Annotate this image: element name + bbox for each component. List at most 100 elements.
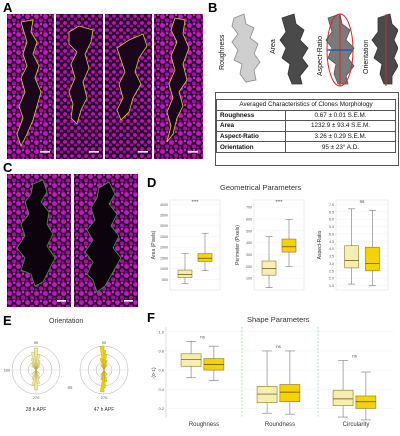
y-tick-label: 300 [246, 253, 252, 257]
x-category-label: Roundness [265, 422, 295, 428]
y-tick-label: 400 [246, 241, 252, 245]
tick-label-90: 90 [102, 340, 107, 345]
box [344, 245, 359, 269]
significance-label: ns [200, 334, 206, 339]
shape-label-aspect-ratio: Aspect-Ratio [317, 36, 324, 76]
rose-petal [103, 359, 108, 371]
row-name: Area [216, 120, 286, 132]
box [365, 246, 380, 272]
significance-label: ns [68, 385, 74, 390]
y-tick-label: 2500 [160, 235, 168, 239]
image-a4 [154, 14, 203, 159]
panel-d-chart: 4000 3500 3000 2500 2000 1500 1000 500 Area (Pix… [151, 199, 389, 291]
significance-label: **** [191, 199, 198, 204]
rose-petal [103, 364, 108, 371]
polar-plot-label: 28 h APF [26, 407, 47, 413]
panel-a-images [7, 14, 203, 159]
table-row: Orientation 95 ± 23° A.D. [216, 141, 396, 153]
rose-petal [35, 369, 41, 379]
y-tick-label: 5.0 [329, 232, 334, 236]
y-tick-label: 4.5 [329, 240, 334, 244]
rose-petal [31, 369, 37, 380]
morphology-table: Averaged Characteristics of Clones Morph… [216, 99, 396, 153]
y-tick-label: 2000 [160, 246, 168, 250]
y-tick-label: 500 [246, 229, 252, 233]
rose-petal [35, 369, 41, 375]
y-tick-label: 0.6 [158, 368, 164, 373]
box [261, 260, 277, 276]
rose-petal [33, 347, 39, 371]
rose-petal [35, 365, 41, 371]
x-category-label: Circularity [343, 422, 370, 428]
rose-petal [100, 364, 105, 371]
panel-b-shapes: Roughness Area Aspect-Ratio Orientation [219, 13, 398, 87]
x-category-label: Roughness [189, 422, 219, 428]
y-tick-label: 2.5 [329, 269, 334, 273]
y-axis-label: Perimeter (Pixels) [235, 225, 241, 265]
table-row: Aspect-Ratio 3.26 ± 0.29 S.E.M. [216, 130, 396, 143]
y-tick-label: 0.4 [158, 387, 164, 392]
area-shape-icon [279, 13, 309, 85]
panel-f-chart: 1.0 0.8 0.6 0.4 0.2 (0-1) ns Roughness ns Roundne… [151, 327, 394, 428]
rose-petal [103, 369, 108, 376]
y-tick-label: 3.0 [329, 262, 334, 266]
roughness-shape-icon [231, 13, 261, 83]
panel-label-a: A [3, 0, 13, 15]
image-a2 [56, 14, 103, 159]
panel-label-d: D [147, 175, 157, 190]
plot-frame [335, 199, 389, 291]
panel-d-title: Geometrical Parameters [220, 183, 302, 192]
y-tick-label: 0.8 [158, 348, 164, 353]
row-value: 1232.9 ± 93.4 S.E.M. [285, 120, 396, 132]
y-tick-label: 1.5 [329, 284, 334, 288]
shape-label-orientation: Orientation [363, 40, 370, 74]
y-tick-label: 1500 [160, 256, 168, 260]
row-value: 3.26 ± 0.29 S.E.M. [285, 130, 396, 143]
y-tick-label: 4000 [160, 203, 168, 207]
rose-petal [35, 363, 41, 371]
orientation-shape-icon [371, 13, 398, 86]
y-axis-label: Aspect-Ratio [317, 230, 323, 259]
y-tick-label: 6.0 [329, 218, 334, 222]
box [355, 395, 377, 409]
y-tick-label: 3.5 [329, 255, 334, 259]
y-tick-label: 2.0 [329, 277, 334, 281]
row-name: Orientation [216, 141, 286, 153]
row-value: 95 ± 23° A.D. [285, 141, 396, 153]
y-tick-label: 200 [246, 265, 252, 269]
y-tick-label: 3500 [160, 214, 168, 218]
y-tick-label: 5.5 [329, 225, 334, 229]
box [279, 384, 301, 403]
plot-frame [169, 199, 221, 291]
panel-c-images [7, 174, 138, 307]
y-tick-label: 7.0 [329, 203, 334, 207]
panel-f-title: Shape Parameters [247, 315, 310, 324]
plot-frame [253, 199, 305, 291]
polar-plot-label: 47 h APF [94, 407, 115, 413]
rose-petal [31, 365, 37, 371]
significance-label: ns [360, 199, 366, 204]
significance-label: ns [276, 344, 282, 349]
y-tick-label: 6.5 [329, 210, 334, 214]
tick-label-90: 90 [34, 340, 39, 345]
image-a1 [7, 14, 54, 159]
box [177, 269, 193, 278]
panel-e-chart: 90 270 28 h APF 90 270 47 h APF 180 ns [4, 340, 129, 413]
significance-label: **** [275, 199, 282, 204]
tick-label-270: 270 [101, 395, 108, 400]
box [256, 386, 278, 403]
shape-label-roughness: Roughness [219, 34, 226, 70]
tick-label-270: 270 [33, 395, 40, 400]
y-axis-label: (0-1) [151, 367, 157, 378]
table-row: Area 1232.9 ± 93.4 S.E.M. [216, 120, 396, 132]
box [180, 353, 202, 367]
y-tick-label: 4.0 [329, 247, 334, 251]
box [281, 238, 297, 253]
aspect-ratio-shape-icon [325, 13, 355, 87]
panel-e-title: Orientation [49, 318, 84, 325]
row-name: Aspect-Ratio [216, 130, 286, 143]
y-tick-label: 1000 [160, 267, 168, 271]
y-tick-label: 100 [246, 277, 252, 281]
image-c2 [74, 174, 138, 307]
table-title: Averaged Characteristics of Clones Morph… [216, 99, 396, 111]
